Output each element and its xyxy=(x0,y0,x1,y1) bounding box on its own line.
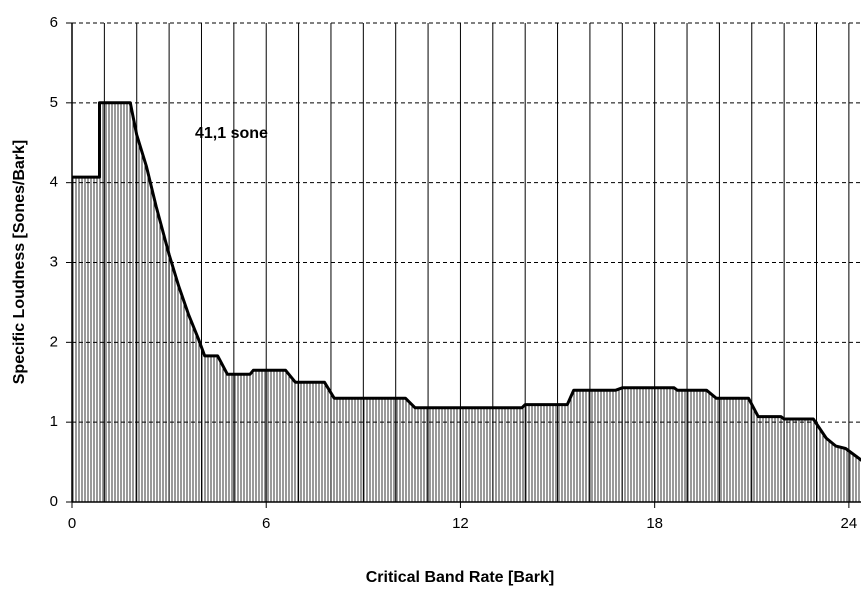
y-tick-label: 1 xyxy=(50,413,58,430)
x-tick-label: 6 xyxy=(262,515,270,532)
loudness-line xyxy=(72,101,861,462)
y-axis-title: Specific Loudness [Sones/Bark] xyxy=(11,140,28,385)
y-tick-label: 0 xyxy=(50,493,58,510)
y-tick-label: 4 xyxy=(50,174,58,191)
x-tick-label: 24 xyxy=(841,515,858,532)
y-tick-label: 2 xyxy=(50,333,58,350)
y-tick-label: 3 xyxy=(50,253,58,270)
x-tick-label: 12 xyxy=(452,515,469,532)
x-tick-label: 0 xyxy=(68,515,76,532)
y-tick-label: 6 xyxy=(50,14,58,31)
area-fill xyxy=(72,102,861,502)
annotation: 41,1 sone xyxy=(195,125,268,142)
y-tick-label: 5 xyxy=(50,94,58,111)
x-tick-label: 18 xyxy=(646,515,663,532)
plot-area xyxy=(72,22,861,502)
x-axis-title: Critical Band Rate [Bark] xyxy=(366,569,555,586)
